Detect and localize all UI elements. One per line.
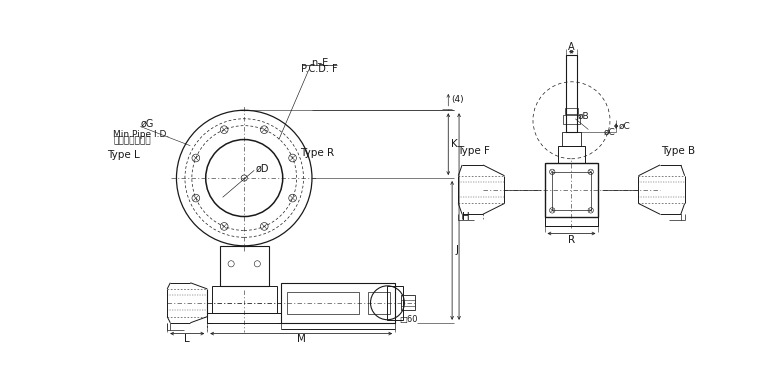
Text: Type F: Type F (457, 146, 490, 156)
Text: K: K (452, 139, 458, 149)
Text: (4): (4) (452, 95, 464, 104)
Bar (287, 292, 359, 314)
Text: øB: øB (578, 112, 589, 121)
Bar (545, 217, 598, 226)
Text: n–E: n–E (311, 57, 328, 68)
Text: J: J (455, 245, 458, 255)
Bar (212, 286, 276, 313)
Bar (387, 286, 403, 320)
Text: øG: øG (141, 119, 154, 129)
Bar (552, 172, 591, 211)
Text: A: A (568, 42, 574, 52)
Text: 接続管最小内径: 接続管最小内径 (114, 136, 151, 146)
Bar (563, 115, 580, 124)
Bar (368, 292, 389, 314)
Bar (562, 132, 581, 146)
Text: Min.Pipe I.D.: Min.Pipe I.D. (114, 130, 170, 139)
Bar (558, 146, 585, 163)
Text: L: L (184, 334, 190, 344)
Text: Type L: Type L (108, 150, 140, 160)
Bar (207, 313, 281, 323)
Text: H: H (462, 212, 470, 222)
Text: øD: øD (256, 164, 270, 174)
Text: øC: øC (604, 127, 616, 136)
Text: R: R (568, 234, 575, 245)
Bar (564, 108, 578, 114)
Bar (566, 55, 577, 132)
Bar (402, 295, 415, 310)
Text: □60: □60 (399, 315, 418, 324)
Text: øC: øC (618, 122, 631, 131)
Text: Type B: Type B (661, 146, 696, 156)
Bar (220, 246, 269, 286)
Text: M: M (296, 334, 306, 344)
Text: Type R: Type R (300, 149, 334, 158)
Text: P.C.D. F: P.C.D. F (301, 64, 338, 74)
Bar (281, 283, 396, 323)
Bar (545, 163, 598, 217)
